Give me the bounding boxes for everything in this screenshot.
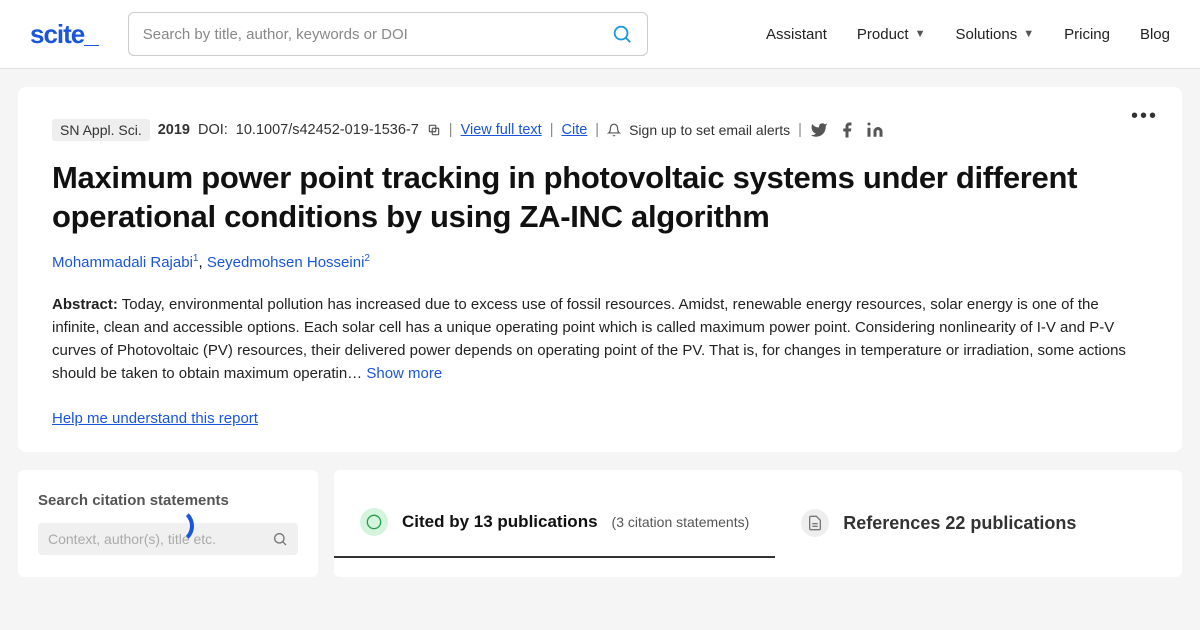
logo[interactable]: scite_ <box>30 19 98 50</box>
separator: | <box>550 122 554 138</box>
paper-title: Maximum power point tracking in photovol… <box>52 159 1148 237</box>
tab-references-text: References 22 publications <box>843 513 1076 534</box>
search-icon[interactable] <box>611 23 633 45</box>
tabs-panel: Cited by 13 publications (3 citation sta… <box>334 470 1182 577</box>
doi-value: 10.1007/s42452-019-1536-7 <box>236 122 419 138</box>
tab-cited-by-sub: (3 citation statements) <box>612 513 750 531</box>
tab-cited-by[interactable]: Cited by 13 publications (3 citation sta… <box>334 488 775 558</box>
twitter-icon[interactable] <box>810 121 828 139</box>
journal-badge: SN Appl. Sci. <box>52 119 150 141</box>
search-icon[interactable] <box>272 531 288 547</box>
abstract-label: Abstract: <box>52 296 118 313</box>
author-link[interactable]: Seyedmohsen Hosseini <box>207 254 365 271</box>
tab-cited-by-sub-wrap: (3 citation statements) <box>612 513 750 531</box>
document-icon <box>801 509 829 537</box>
nav-solutions-label: Solutions <box>956 26 1018 43</box>
show-more-link[interactable]: Show more <box>366 365 442 382</box>
social-icons <box>810 121 884 139</box>
tab-cited-by-main: Cited by 13 publications <box>402 511 598 533</box>
abstract-text: Today, environmental pollution has incre… <box>52 296 1126 383</box>
citation-icon <box>360 508 388 536</box>
nav-solutions[interactable]: Solutions ▼ <box>956 26 1035 43</box>
nav: Assistant Product ▼ Solutions ▼ Pricing Bl… <box>766 26 1170 43</box>
view-full-text-link[interactable]: View full text <box>461 122 542 138</box>
chevron-down-icon: ▼ <box>915 28 926 40</box>
paper-card: ••• SN Appl. Sci. 2019 DOI: 10.1007/s424… <box>18 87 1182 452</box>
search-input[interactable] <box>143 26 601 43</box>
nav-product[interactable]: Product ▼ <box>857 26 926 43</box>
citation-search-panel: Search citation statements <box>18 470 318 577</box>
tab-references[interactable]: References 22 publications <box>775 489 1102 557</box>
facebook-icon[interactable] <box>838 121 856 139</box>
nav-assistant[interactable]: Assistant <box>766 26 827 43</box>
year: 2019 <box>158 122 190 138</box>
bell-icon <box>607 123 621 137</box>
bottom-row: Search citation statements Cited by 13 p… <box>18 470 1182 577</box>
loading-spinner-icon <box>158 508 194 544</box>
author-separator: , <box>198 254 206 271</box>
tab-cited-by-text: Cited by 13 publications <box>402 511 598 533</box>
nav-blog[interactable]: Blog <box>1140 26 1170 43</box>
separator: | <box>595 122 599 138</box>
linkedin-icon[interactable] <box>866 121 884 139</box>
abstract: Abstract: Today, environmental pollution… <box>52 293 1148 386</box>
citation-search-title: Search citation statements <box>38 492 298 509</box>
search-bar[interactable] <box>128 12 648 56</box>
doi-label: DOI: <box>198 122 228 138</box>
copy-icon[interactable] <box>427 123 441 137</box>
separator: | <box>449 122 453 138</box>
cite-link[interactable]: Cite <box>562 122 588 138</box>
chevron-down-icon: ▼ <box>1023 28 1034 40</box>
alert-signup-text[interactable]: Sign up to set email alerts <box>629 122 790 138</box>
more-menu-icon[interactable]: ••• <box>1131 105 1158 128</box>
separator: | <box>798 122 802 138</box>
authors: Mohammadali Rajabi1, Seyedmohsen Hossein… <box>52 253 1148 271</box>
author-link[interactable]: Mohammadali Rajabi <box>52 254 193 271</box>
nav-product-label: Product <box>857 26 909 43</box>
help-understand-link[interactable]: Help me understand this report <box>52 410 258 427</box>
header: scite_ Assistant Product ▼ Solutions ▼ Pri… <box>0 0 1200 69</box>
author-affiliation: 2 <box>364 253 370 264</box>
nav-pricing[interactable]: Pricing <box>1064 26 1110 43</box>
meta-row: SN Appl. Sci. 2019 DOI: 10.1007/s42452-0… <box>52 119 1148 141</box>
